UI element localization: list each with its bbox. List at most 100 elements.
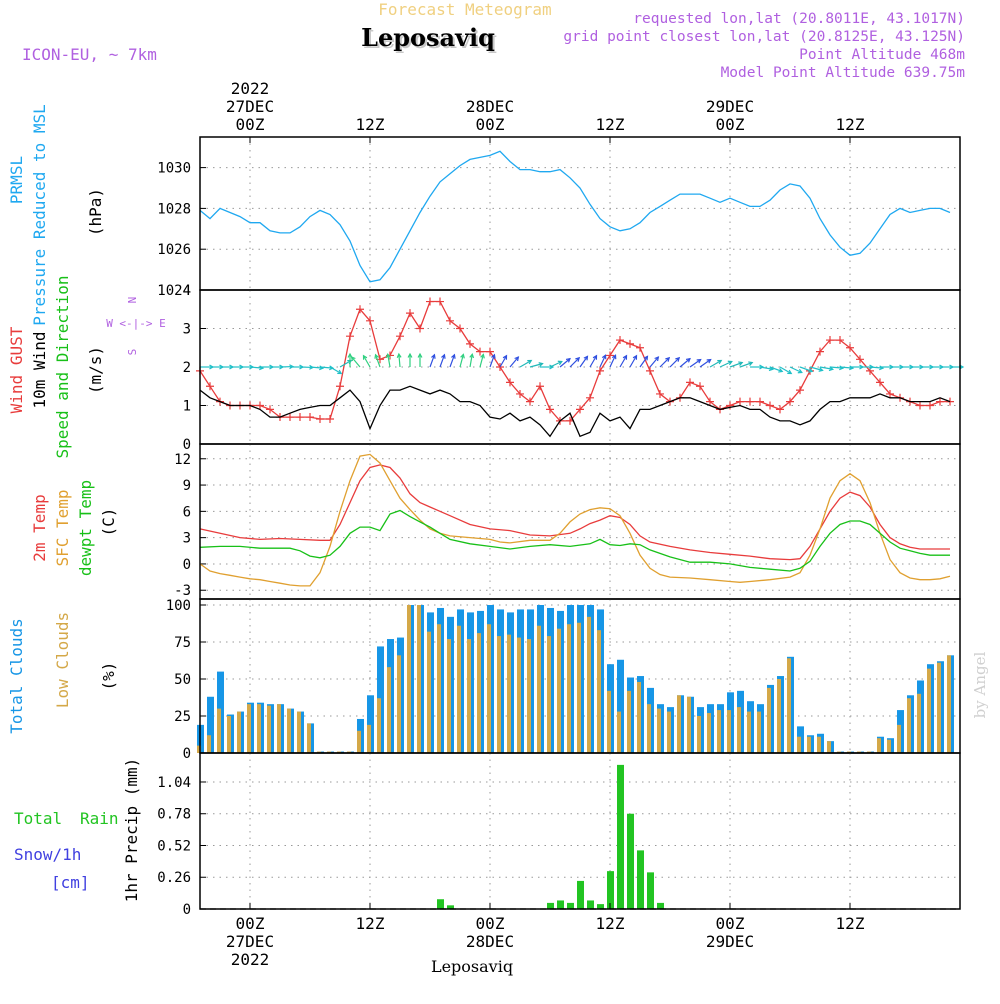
x-label-bottom: 00Z [476, 914, 505, 933]
low-cloud-bar [537, 626, 541, 753]
low-cloud-bar [817, 737, 821, 753]
rain-bar [577, 881, 584, 909]
low-cloud-bar [717, 710, 721, 753]
label-10m-wind: 10m Wind [30, 331, 49, 408]
low-cloud-bar [577, 623, 581, 753]
low-cloud-bar [387, 667, 391, 753]
low-cloud-bar [937, 663, 941, 753]
unit-precip: 1hr Precip (mm) [122, 758, 141, 903]
low-cloud-bar [457, 626, 461, 753]
gust-marker [746, 398, 754, 406]
y-tick-label: 25 [174, 709, 191, 725]
gust-marker [626, 340, 634, 348]
x-label-bottom: 12Z [836, 914, 865, 933]
gust-marker [326, 415, 334, 423]
low-cloud-bar [747, 712, 751, 753]
label-sfc-temp: SFC Temp [53, 489, 72, 566]
low-cloud-bar [677, 695, 681, 753]
x-label-top: 00Z [476, 115, 505, 134]
y-tick-label: -3 [174, 583, 191, 599]
y-tick-label: 0.52 [157, 838, 191, 854]
wind-direction-arrow [510, 357, 518, 367]
low-cloud-bar [707, 713, 711, 753]
low-cloud-bar [567, 624, 571, 753]
low-cloud-bar [587, 617, 591, 753]
x-label-bottom: 27DEC [226, 932, 274, 951]
gust-marker [296, 413, 304, 421]
low-cloud-bar [227, 716, 231, 753]
low-cloud-bar [907, 698, 911, 753]
gust-marker [766, 402, 774, 410]
label-prmsl: PRMSL [7, 156, 26, 204]
low-cloud-bar [547, 636, 551, 753]
y-tick-label: 1026 [157, 242, 191, 258]
panel-frame [200, 444, 960, 599]
low-cloud-bar [947, 655, 951, 753]
low-cloud-bar [827, 741, 831, 753]
gust-marker [926, 402, 934, 410]
x-label-bottom: 12Z [356, 914, 385, 933]
wind-direction-arrow [680, 359, 690, 367]
low-cloud-bar [697, 716, 701, 753]
gust-marker [606, 351, 614, 359]
low-cloud-bar [787, 658, 791, 753]
low-cloud-bar [527, 639, 531, 753]
x-label-bottom: 00Z [716, 914, 745, 933]
rain-bar [627, 814, 634, 909]
y-tick-label: 2 [183, 360, 191, 376]
low-cloud-bar [927, 669, 931, 753]
x-label-top: 12Z [836, 115, 865, 134]
label-rain: Rain [80, 809, 119, 828]
wind-direction-arrow [650, 357, 658, 367]
gust-marker [616, 336, 624, 344]
low-cloud-bar [497, 636, 501, 753]
rain-bar [557, 900, 564, 909]
gust-marker [486, 348, 494, 356]
compass-s: S [126, 349, 139, 356]
low-cloud-bar [877, 738, 881, 753]
gust-marker [686, 378, 694, 386]
x-label-top: 00Z [236, 115, 265, 134]
subtitle: Forecast Meteogram [378, 0, 551, 19]
y-tick-label: 9 [183, 478, 191, 494]
low-cloud-bar [487, 624, 491, 753]
label-dewpt-temp: dewpt Temp [76, 480, 95, 576]
low-cloud-bar [367, 725, 371, 753]
label-pressure-msl: Pressure Reduced to MSL [30, 104, 49, 326]
x-label-top: 2022 [231, 79, 270, 98]
gust-marker [396, 332, 404, 340]
low-cloud-bar [267, 706, 271, 753]
gust-marker [636, 344, 644, 352]
low-cloud-bar [617, 712, 621, 753]
point-altitude: Point Altitude 468m [799, 47, 965, 63]
low-cloud-bar [447, 639, 451, 753]
low-cloud-bar [397, 655, 401, 753]
unit-ms: (m/s) [86, 346, 105, 394]
low-cloud-bar [507, 635, 511, 753]
wind-direction-arrow [660, 358, 669, 367]
x-label-top: 12Z [356, 115, 385, 134]
label-total-clouds: Total Clouds [7, 618, 26, 734]
low-cloud-bar [737, 707, 741, 753]
low-cloud-bar [657, 709, 661, 753]
low-cloud-bar [777, 679, 781, 753]
panel-precip: 00.260.520.781.04 [157, 753, 960, 918]
low-cloud-bar [637, 682, 641, 753]
low-cloud-bar [597, 630, 601, 753]
y-tick-label: 50 [174, 672, 191, 688]
low-cloud-bar [517, 638, 521, 753]
rain-bar [657, 903, 664, 909]
gust-marker [696, 382, 704, 390]
low-cloud-bar [767, 688, 771, 753]
low-cloud-bar [427, 632, 431, 753]
low-cloud-bar [297, 712, 301, 753]
x-label-bottom: 12Z [596, 914, 625, 933]
gust-marker [336, 382, 344, 390]
gust-marker [346, 332, 354, 340]
y-tick-label: 1028 [157, 201, 191, 217]
low-cloud-bar [467, 639, 471, 753]
low-cloud-bar [437, 624, 441, 753]
y-tick-label: 6 [183, 504, 191, 520]
